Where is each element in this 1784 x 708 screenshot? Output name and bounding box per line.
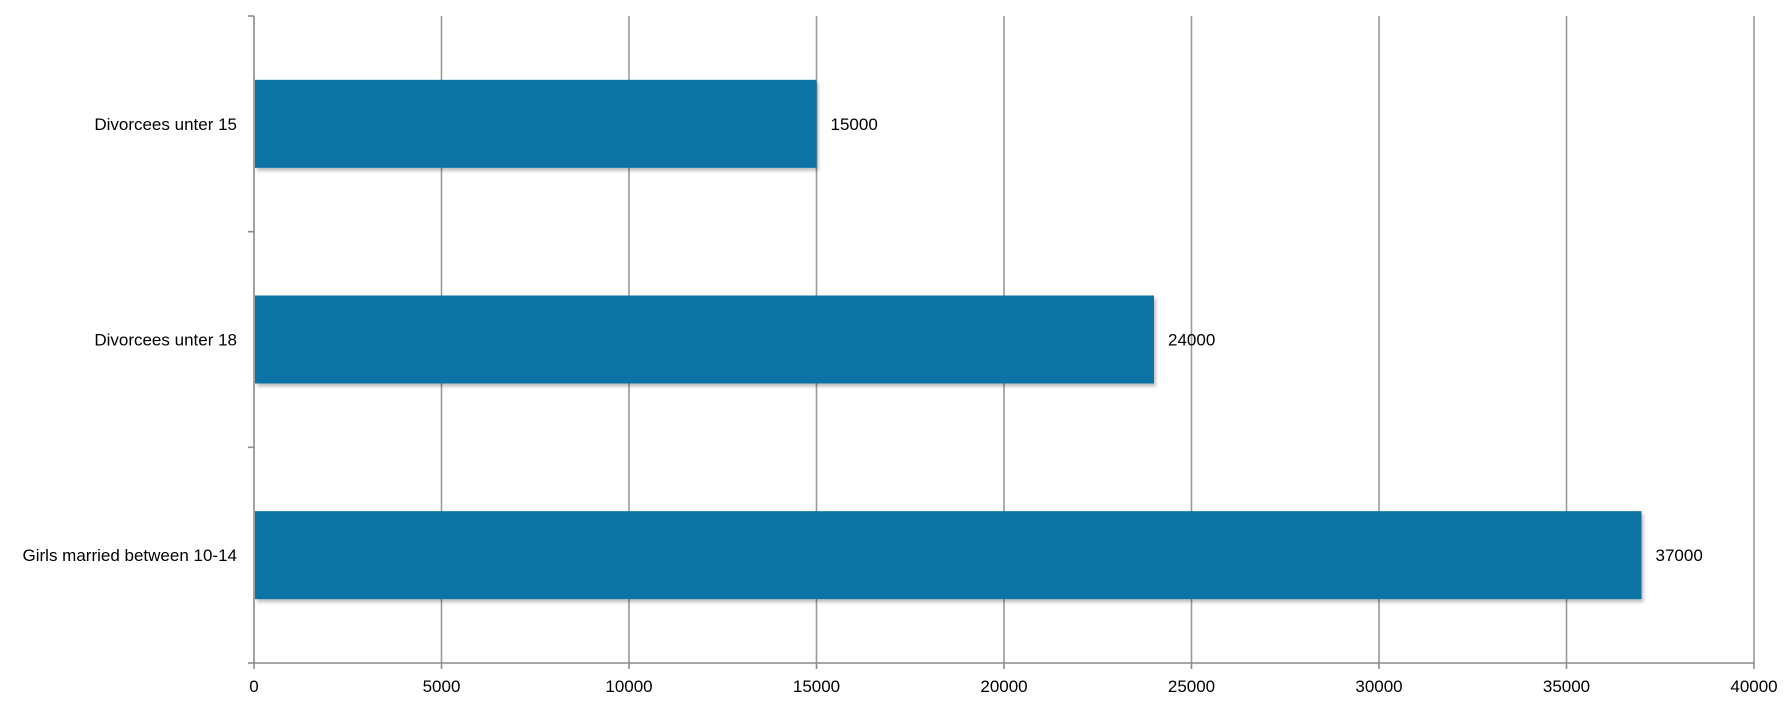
category-label: Girls married between 10-14 (23, 546, 237, 565)
category-label: Divorcees unter 15 (94, 115, 237, 134)
category-label: Divorcees unter 18 (94, 331, 237, 350)
labels: 0 5000 10000 15000 20000 25000 30000 35000 40000… (23, 115, 1778, 696)
x-tick-label: 15000 (793, 677, 840, 696)
bar (255, 511, 1642, 600)
bars (255, 79, 1642, 600)
data-label: 37000 (1656, 546, 1703, 565)
x-tick-label: 35000 (1543, 677, 1590, 696)
bar (255, 295, 1154, 384)
x-tick-label: 30000 (1355, 677, 1402, 696)
x-tick-label: 0 (249, 677, 258, 696)
x-tick-label: 10000 (605, 677, 652, 696)
data-label: 24000 (1168, 331, 1215, 350)
data-label: 15000 (831, 115, 878, 134)
axes (248, 15, 1755, 669)
bar (255, 79, 817, 168)
x-tick-label: 40000 (1730, 677, 1777, 696)
x-tick-label: 20000 (980, 677, 1027, 696)
x-tick-label: 25000 (1168, 677, 1215, 696)
x-tick-label: 5000 (423, 677, 461, 696)
